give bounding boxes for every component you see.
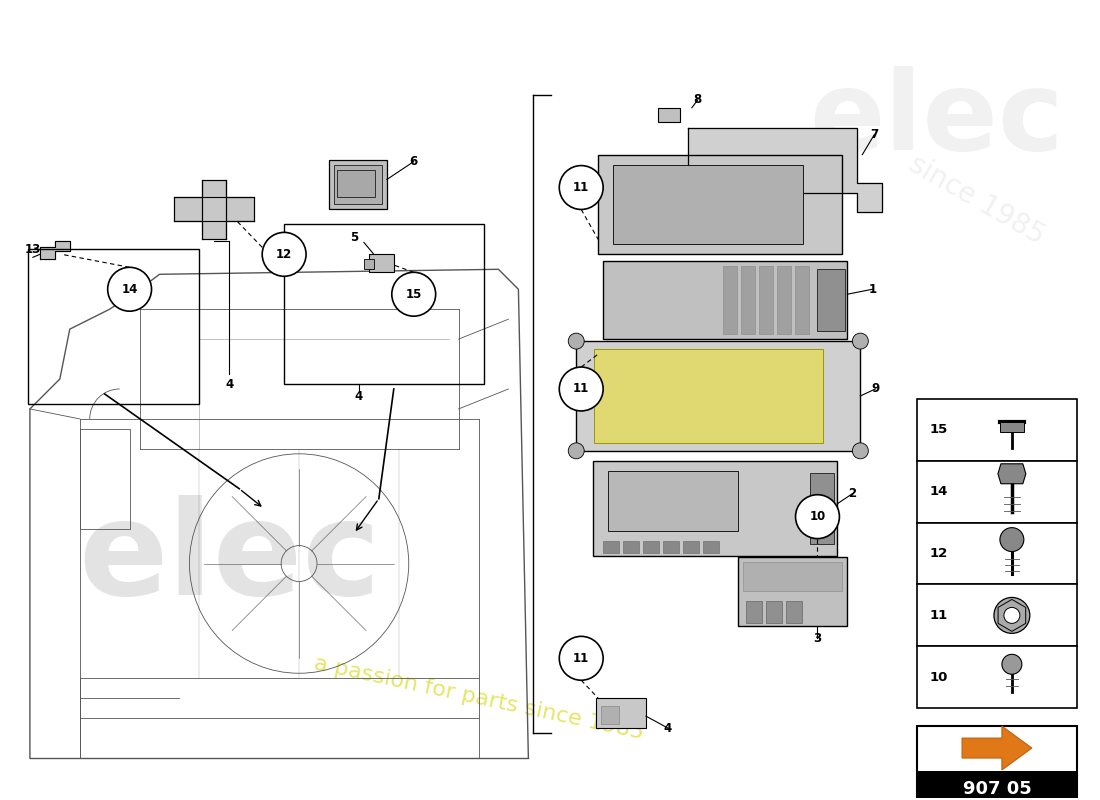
Text: since 1985: since 1985	[904, 150, 1049, 250]
Text: 4: 4	[663, 722, 672, 734]
Bar	[917, 771, 1077, 800]
Bar	[810, 473, 835, 543]
Bar	[785, 602, 802, 623]
Bar	[663, 541, 679, 553]
Polygon shape	[688, 128, 882, 213]
Bar	[364, 259, 374, 270]
Bar	[28, 250, 199, 404]
Bar	[1000, 422, 1024, 432]
Bar	[368, 254, 394, 272]
Bar	[703, 541, 718, 553]
Bar	[202, 179, 227, 239]
Bar	[596, 698, 646, 728]
Text: 907 05: 907 05	[962, 780, 1032, 798]
Text: 3: 3	[813, 632, 822, 645]
Bar	[337, 170, 375, 198]
Text: 9: 9	[871, 382, 879, 395]
Text: 1: 1	[868, 282, 877, 296]
Text: 14: 14	[930, 486, 948, 498]
Text: 8: 8	[694, 94, 702, 106]
Text: 11: 11	[930, 609, 948, 622]
Circle shape	[994, 598, 1030, 634]
Bar	[917, 646, 1077, 708]
Bar	[594, 349, 824, 443]
Text: 14: 14	[121, 282, 138, 296]
Bar	[576, 341, 860, 451]
Text: 7: 7	[870, 128, 879, 141]
Circle shape	[852, 443, 868, 459]
Text: 10: 10	[810, 510, 826, 523]
Bar	[608, 470, 738, 530]
Bar	[746, 602, 761, 623]
Bar	[917, 399, 1077, 461]
Text: 5: 5	[350, 231, 358, 244]
Text: a passion for parts since 1985: a passion for parts since 1985	[311, 654, 646, 743]
Bar	[598, 154, 843, 254]
Bar	[742, 562, 843, 591]
Bar	[917, 726, 1077, 800]
Bar	[794, 266, 808, 334]
Bar	[766, 602, 782, 623]
Circle shape	[852, 333, 868, 349]
Bar	[603, 262, 847, 339]
Text: 12: 12	[276, 248, 293, 261]
Bar	[738, 557, 847, 626]
Bar	[777, 266, 791, 334]
Bar	[593, 461, 837, 555]
Bar	[817, 270, 846, 331]
Bar	[601, 706, 619, 724]
Circle shape	[392, 272, 436, 316]
Text: 2: 2	[848, 487, 857, 500]
Circle shape	[1004, 607, 1020, 623]
Bar	[603, 541, 619, 553]
Text: elec: elec	[78, 495, 381, 622]
Bar	[334, 165, 382, 205]
Bar	[329, 159, 387, 210]
Bar	[658, 108, 680, 122]
Bar	[740, 266, 755, 334]
Bar	[613, 165, 803, 244]
Text: elec: elec	[810, 66, 1065, 173]
Text: 4: 4	[355, 390, 363, 403]
Text: 10: 10	[930, 670, 948, 684]
Circle shape	[262, 232, 306, 276]
Text: 13: 13	[25, 243, 41, 256]
Text: 15: 15	[406, 288, 422, 301]
Circle shape	[569, 333, 584, 349]
Text: 11: 11	[573, 382, 590, 395]
Text: 6: 6	[409, 155, 418, 168]
Circle shape	[569, 443, 584, 459]
Circle shape	[1000, 528, 1024, 551]
Circle shape	[108, 267, 152, 311]
Bar	[175, 198, 254, 222]
Text: 11: 11	[573, 181, 590, 194]
Polygon shape	[998, 464, 1026, 484]
Bar	[917, 461, 1077, 522]
Bar	[644, 541, 659, 553]
Bar	[723, 266, 737, 334]
Bar	[917, 585, 1077, 646]
Text: 4: 4	[226, 378, 233, 390]
Text: 11: 11	[573, 652, 590, 665]
Text: 12: 12	[930, 547, 948, 560]
Polygon shape	[962, 726, 1032, 770]
Bar	[623, 541, 639, 553]
Circle shape	[559, 367, 603, 411]
Bar	[683, 541, 698, 553]
Circle shape	[559, 166, 603, 210]
Bar	[917, 522, 1077, 585]
Text: 15: 15	[930, 423, 948, 436]
Circle shape	[795, 494, 839, 538]
Bar	[284, 225, 484, 384]
Circle shape	[1002, 654, 1022, 674]
Circle shape	[559, 636, 603, 680]
Bar	[759, 266, 772, 334]
Polygon shape	[40, 242, 69, 259]
